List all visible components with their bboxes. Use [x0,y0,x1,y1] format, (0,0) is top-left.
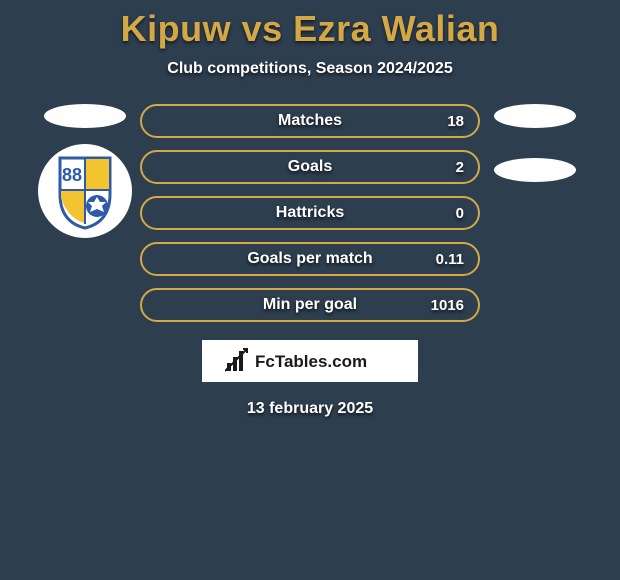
stat-row-hattricks: Hattricks 0 [140,196,480,230]
left-player-column: 88 [30,104,140,238]
svg-text:FcTables.com: FcTables.com [255,352,367,371]
fctables-logo-icon: FcTables.com [225,347,395,375]
stat-label: Goals [288,158,332,176]
stat-right-value: 1016 [431,297,464,314]
stat-row-goals-per-match: Goals per match 0.11 [140,242,480,276]
player-photo-placeholder [494,104,576,128]
svg-text:88: 88 [62,165,82,185]
right-player-column [480,104,590,182]
club-badge: 88 [38,144,132,238]
main-row: 88 Matches 18 Goals 2 Hattricks 0 [0,104,620,322]
club-photo-placeholder [494,158,576,182]
stat-row-min-per-goal: Min per goal 1016 [140,288,480,322]
date-label: 13 february 2025 [0,400,620,418]
stat-row-matches: Matches 18 [140,104,480,138]
stat-right-value: 0.11 [436,251,464,268]
stat-label: Goals per match [247,250,372,268]
stat-row-goals: Goals 2 [140,150,480,184]
page-title: Kipuw vs Ezra Walian [0,8,620,50]
stats-column: Matches 18 Goals 2 Hattricks 0 Goals per… [140,104,480,322]
stat-right-value: 2 [456,159,464,176]
stat-right-value: 0 [456,205,464,222]
club-crest-icon: 88 [46,152,124,230]
stat-label: Min per goal [263,296,357,314]
season-subtitle: Club competitions, Season 2024/2025 [0,60,620,78]
brand-attribution[interactable]: FcTables.com [202,340,418,382]
player-photo-placeholder [44,104,126,128]
stat-right-value: 18 [447,113,464,130]
stat-label: Matches [278,112,342,130]
stat-label: Hattricks [276,204,344,222]
comparison-widget: Kipuw vs Ezra Walian Club competitions, … [0,0,620,418]
